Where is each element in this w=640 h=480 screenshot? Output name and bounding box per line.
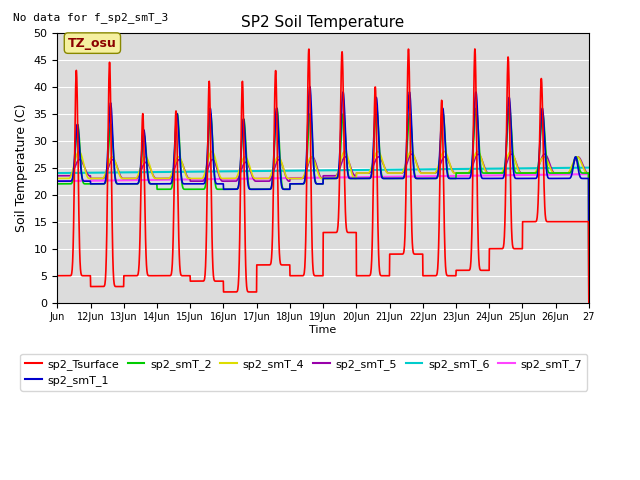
sp2_smT_7	[54, 178, 61, 184]
sp2_Tsurface	[513, 246, 521, 252]
sp2_smT_2	[355, 176, 363, 181]
sp2_Tsurface	[578, 219, 586, 225]
sp2_smT_6	[483, 166, 491, 171]
sp2_smT_1	[483, 176, 491, 181]
sp2_smT_6	[107, 169, 115, 175]
sp2_smT_2	[54, 181, 61, 187]
sp2_smT_4	[355, 170, 363, 176]
sp2_smT_4	[578, 160, 586, 166]
sp2_smT_2	[483, 170, 491, 176]
sp2_smT_1	[578, 175, 586, 181]
sp2_smT_6	[221, 168, 229, 174]
sp2_smT_4	[221, 176, 229, 181]
sp2_Tsurface	[483, 267, 491, 273]
Line: sp2_smT_2: sp2_smT_2	[58, 108, 589, 303]
Legend: sp2_Tsurface, sp2_smT_1, sp2_smT_2, sp2_smT_4, sp2_smT_5, sp2_smT_6, sp2_smT_7: sp2_Tsurface, sp2_smT_1, sp2_smT_2, sp2_…	[20, 354, 587, 391]
X-axis label: Time: Time	[310, 325, 337, 335]
sp2_smT_5	[513, 163, 521, 168]
sp2_smT_1	[306, 84, 314, 89]
sp2_smT_2	[578, 170, 586, 176]
sp2_Tsurface	[107, 92, 115, 97]
Line: sp2_smT_5: sp2_smT_5	[58, 154, 589, 303]
Line: sp2_Tsurface: sp2_Tsurface	[58, 49, 589, 303]
sp2_smT_5	[408, 151, 416, 157]
sp2_Tsurface	[54, 273, 61, 278]
sp2_smT_4	[483, 170, 491, 176]
sp2_Tsurface	[585, 300, 593, 306]
sp2_Tsurface	[471, 46, 479, 52]
sp2_smT_6	[355, 167, 363, 173]
sp2_smT_4	[107, 156, 115, 161]
sp2_smT_4	[585, 300, 593, 306]
sp2_smT_1	[54, 178, 61, 184]
sp2_smT_2	[107, 122, 115, 128]
sp2_smT_7	[483, 173, 491, 179]
sp2_smT_7	[585, 171, 593, 177]
sp2_smT_1	[513, 176, 521, 181]
sp2_smT_1	[585, 300, 593, 306]
sp2_smT_5	[107, 159, 115, 165]
Line: sp2_smT_4: sp2_smT_4	[58, 152, 589, 303]
sp2_smT_7	[107, 178, 115, 183]
sp2_smT_5	[54, 173, 61, 179]
sp2_smT_6	[513, 166, 521, 171]
sp2_smT_6	[54, 170, 61, 176]
sp2_smT_7	[577, 171, 585, 177]
sp2_smT_1	[107, 100, 115, 106]
sp2_smT_6	[577, 165, 585, 170]
sp2_smT_5	[483, 169, 491, 175]
Line: sp2_smT_7: sp2_smT_7	[58, 174, 589, 181]
sp2_smT_6	[585, 165, 593, 170]
sp2_smT_7	[355, 174, 363, 180]
Line: sp2_smT_6: sp2_smT_6	[58, 168, 589, 173]
sp2_smT_5	[355, 170, 363, 176]
sp2_smT_5	[578, 158, 586, 164]
sp2_smT_4	[374, 149, 382, 155]
Title: SP2 Soil Temperature: SP2 Soil Temperature	[241, 15, 404, 30]
sp2_smT_2	[506, 105, 513, 111]
sp2_smT_4	[513, 164, 521, 169]
sp2_smT_2	[221, 186, 229, 192]
sp2_smT_1	[355, 176, 363, 181]
sp2_smT_5	[585, 300, 593, 306]
Y-axis label: Soil Temperature (C): Soil Temperature (C)	[15, 103, 28, 232]
Text: No data for f_sp2_smT_3: No data for f_sp2_smT_3	[13, 12, 168, 23]
sp2_smT_7	[221, 176, 229, 182]
sp2_smT_4	[54, 176, 61, 181]
Line: sp2_smT_1: sp2_smT_1	[58, 86, 589, 303]
Text: TZ_osu: TZ_osu	[68, 36, 116, 49]
sp2_smT_7	[513, 172, 521, 178]
sp2_smT_2	[585, 300, 593, 306]
sp2_smT_1	[221, 186, 229, 192]
sp2_smT_5	[221, 178, 229, 184]
sp2_Tsurface	[221, 289, 229, 295]
sp2_smT_2	[513, 170, 521, 176]
sp2_Tsurface	[355, 273, 363, 278]
